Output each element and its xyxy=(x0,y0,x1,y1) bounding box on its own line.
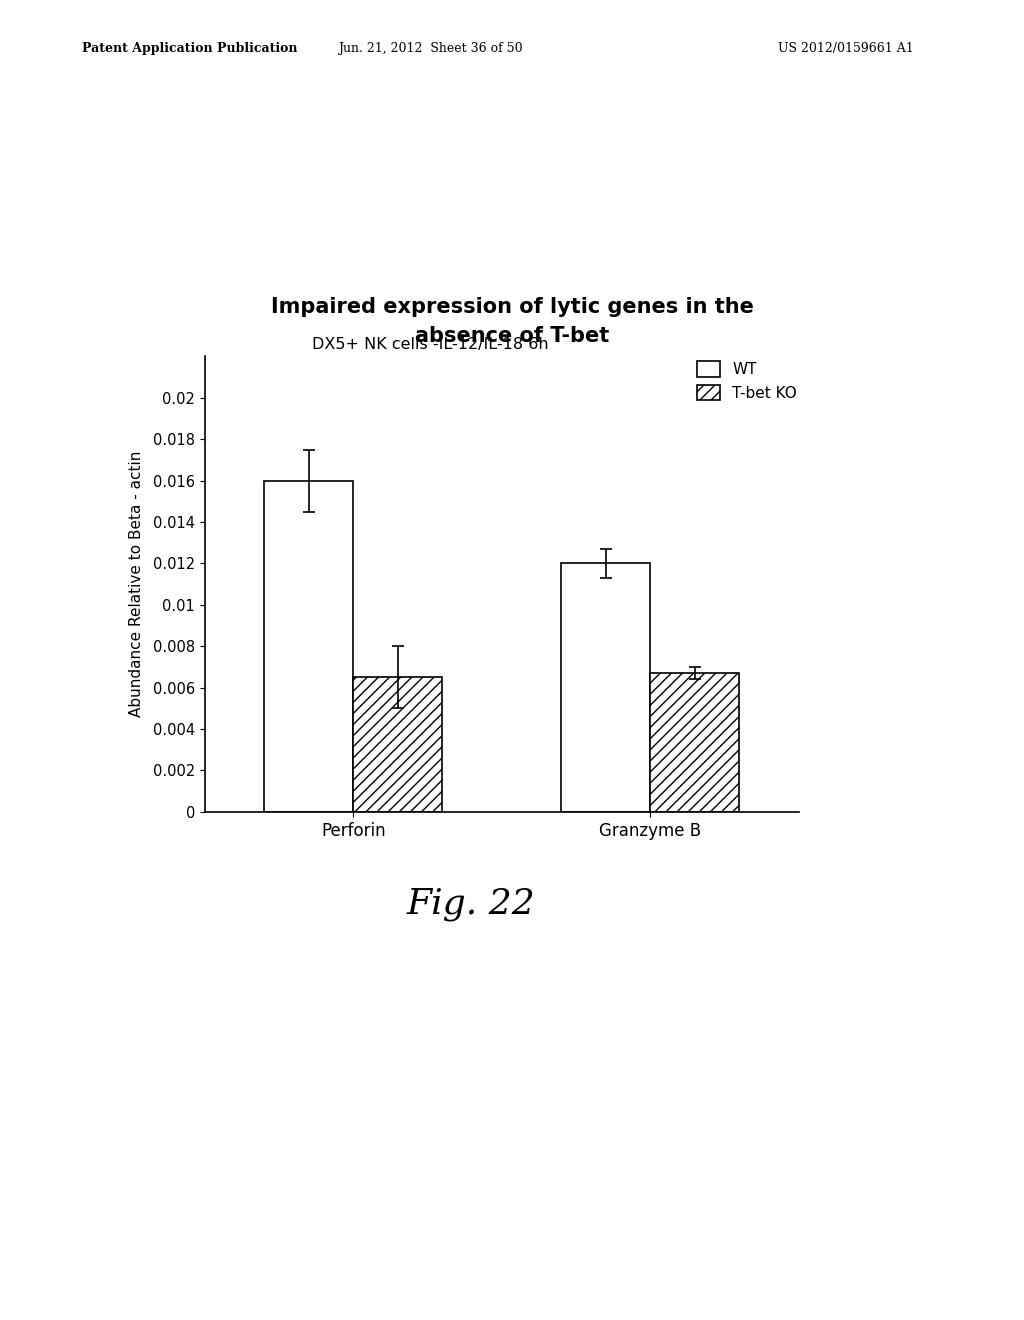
Bar xyxy=(650,673,739,812)
Bar xyxy=(264,480,353,812)
Bar xyxy=(561,564,650,812)
Text: DX5+ NK cells -IL-12/IL-18 6h: DX5+ NK cells -IL-12/IL-18 6h xyxy=(311,338,548,352)
Text: US 2012/0159661 A1: US 2012/0159661 A1 xyxy=(778,42,914,55)
Text: Jun. 21, 2012  Sheet 36 of 50: Jun. 21, 2012 Sheet 36 of 50 xyxy=(338,42,522,55)
Text: Impaired expression of lytic genes in the: Impaired expression of lytic genes in th… xyxy=(270,297,754,317)
Y-axis label: Abundance Relative to Beta - actin: Abundance Relative to Beta - actin xyxy=(129,451,144,717)
Text: Fig. 22: Fig. 22 xyxy=(407,887,536,921)
Bar xyxy=(353,677,442,812)
Legend: WT, T-bet KO: WT, T-bet KO xyxy=(691,355,803,407)
Text: absence of T-bet: absence of T-bet xyxy=(415,326,609,346)
Text: Patent Application Publication: Patent Application Publication xyxy=(82,42,297,55)
